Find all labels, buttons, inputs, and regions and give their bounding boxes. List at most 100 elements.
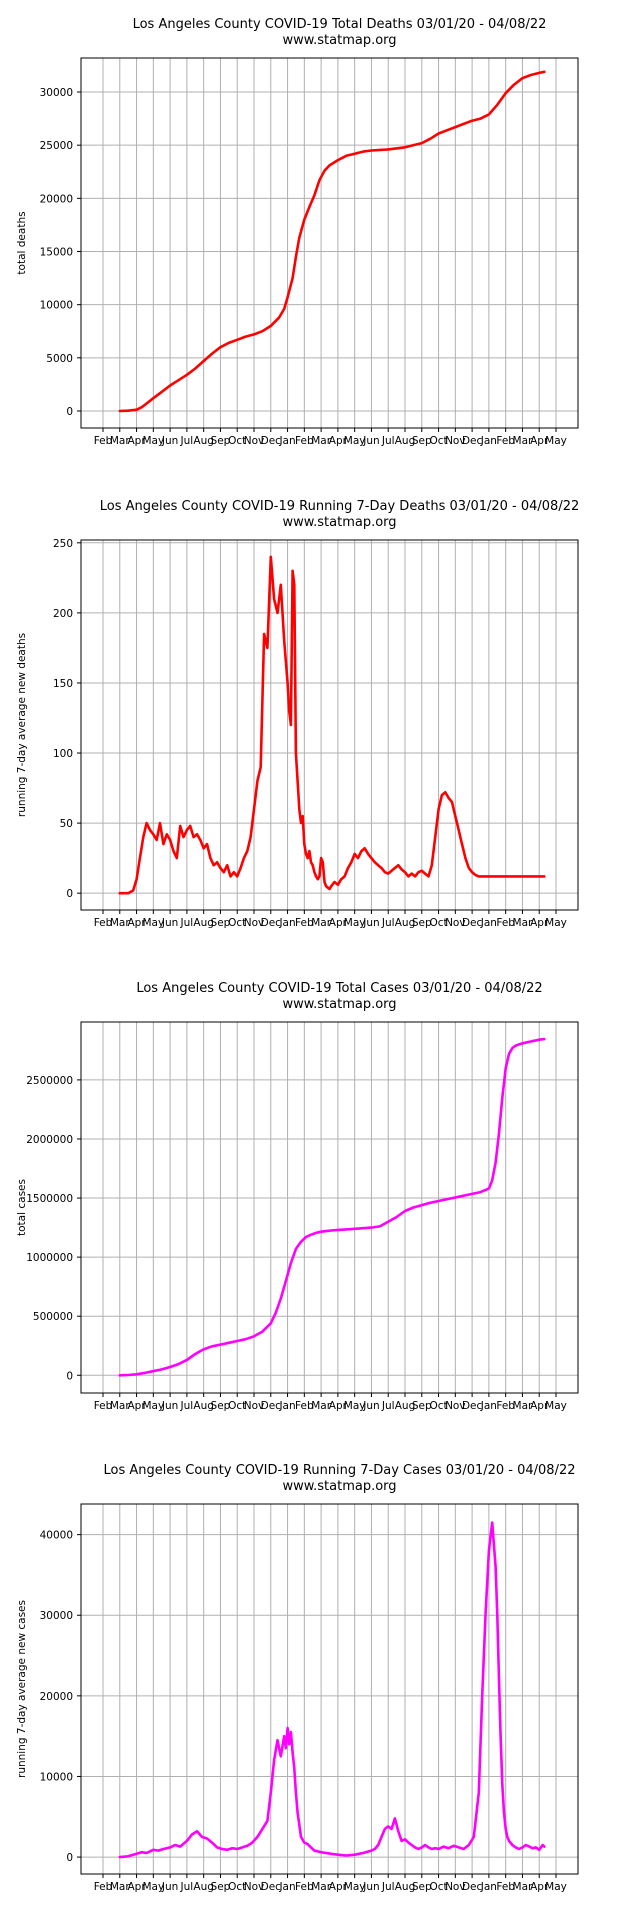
x-tick-label: Oct xyxy=(228,435,246,447)
x-tick-label: Aug xyxy=(395,1400,416,1412)
x-tick-label: Apr xyxy=(530,435,549,447)
x-tick-label: May xyxy=(545,435,567,447)
x-tick-label: Apr xyxy=(329,1400,348,1412)
y-tick-label: 20000 xyxy=(40,193,73,205)
x-tick-label: Mar xyxy=(513,1881,533,1893)
x-tick-label: Mar xyxy=(110,435,130,447)
x-tick-label: Aug xyxy=(395,917,416,929)
chart-title: Los Angeles County COVID-19 Total Cases … xyxy=(136,981,542,996)
chart-subtitle: www.statmap.org xyxy=(282,997,396,1012)
x-tick-label: Feb xyxy=(496,1881,515,1893)
y-tick-label: 0 xyxy=(66,1370,73,1382)
x-tick-label: Apr xyxy=(329,1881,348,1893)
x-tick-label: Sep xyxy=(412,435,432,447)
series-line xyxy=(118,555,546,895)
x-tick-label: Oct xyxy=(429,435,447,447)
x-tick-label: Dec xyxy=(462,1881,483,1893)
x-tick-label: Aug xyxy=(193,917,214,929)
x-tick-label: Jul xyxy=(180,435,194,447)
x-tick-label: Jul xyxy=(180,917,194,929)
x-tick-label: Jun xyxy=(161,1881,178,1893)
y-tick-label: 100 xyxy=(53,748,73,760)
x-tick-label: May xyxy=(545,1400,567,1412)
x-tick-label: Mar xyxy=(110,1400,130,1412)
x-tick-label: Nov xyxy=(445,1881,466,1893)
x-tick-label: Oct xyxy=(429,1881,447,1893)
x-tick-label: Jul xyxy=(180,1881,194,1893)
chart-subtitle: www.statmap.org xyxy=(282,33,396,48)
chart-panel-2: Los Angeles County COVID-19 Running 7-Da… xyxy=(16,499,579,929)
x-tick-label: Mar xyxy=(513,1400,533,1412)
x-tick-label: Sep xyxy=(412,1881,432,1893)
x-tick-label: Apr xyxy=(329,917,348,929)
plot-frame xyxy=(80,1021,579,1394)
series-line xyxy=(118,1521,546,1859)
x-tick-label: Feb xyxy=(295,1400,314,1412)
x-tick-label: Mar xyxy=(513,917,533,929)
y-tick-label: 2000000 xyxy=(26,1134,73,1146)
x-tick-label: Feb xyxy=(295,1881,314,1893)
x-tick-label: Nov xyxy=(244,917,265,929)
x-tick-label: Feb xyxy=(94,1881,113,1893)
x-tick-label: Sep xyxy=(412,917,432,929)
chart-subtitle: www.statmap.org xyxy=(282,515,396,530)
series-line xyxy=(118,70,546,413)
x-tick-label: Apr xyxy=(329,435,348,447)
y-tick-label: 0 xyxy=(66,1852,73,1864)
x-tick-label: Jun xyxy=(161,435,178,447)
y-tick-label: 200 xyxy=(53,608,73,620)
x-tick-label: Mar xyxy=(110,1881,130,1893)
x-tick-label: Apr xyxy=(127,1881,146,1893)
x-tick-label: Jun xyxy=(362,1881,379,1893)
x-tick-label: Aug xyxy=(193,435,214,447)
x-tick-label: Jun xyxy=(161,917,178,929)
x-tick-label: Feb xyxy=(94,917,113,929)
x-tick-label: May xyxy=(142,435,164,447)
x-tick-label: May xyxy=(344,435,366,447)
x-tick-label: Sep xyxy=(211,1881,231,1893)
x-tick-label: Jun xyxy=(161,1400,178,1412)
x-tick-label: Feb xyxy=(94,435,113,447)
y-axis-label: running 7-day average new cases xyxy=(16,1600,28,1778)
x-tick-label: Jan xyxy=(480,1400,497,1412)
x-tick-label: Feb xyxy=(496,1400,515,1412)
x-tick-label: Jun xyxy=(362,1400,379,1412)
y-tick-label: 0 xyxy=(66,888,73,900)
x-tick-label: Jul xyxy=(381,1400,395,1412)
x-tick-label: Jan xyxy=(278,1881,295,1893)
x-tick-label: Nov xyxy=(244,435,265,447)
x-tick-label: Sep xyxy=(211,917,231,929)
x-tick-label: Sep xyxy=(211,435,231,447)
x-tick-label: Sep xyxy=(412,1400,432,1412)
y-tick-label: 50 xyxy=(60,818,73,830)
x-tick-label: May xyxy=(142,1400,164,1412)
x-tick-label: Jan xyxy=(278,1400,295,1412)
x-tick-label: Dec xyxy=(462,917,483,929)
y-tick-label: 0 xyxy=(66,406,73,418)
y-tick-label: 250 xyxy=(53,538,73,550)
x-tick-label: Oct xyxy=(429,917,447,929)
x-tick-label: Jul xyxy=(180,1400,194,1412)
x-tick-label: Jan xyxy=(480,917,497,929)
x-tick-label: Dec xyxy=(462,435,483,447)
plot-frame xyxy=(80,539,579,911)
x-tick-label: May xyxy=(142,917,164,929)
x-tick-label: Aug xyxy=(193,1400,214,1412)
x-tick-label: Sep xyxy=(211,1400,231,1412)
x-tick-label: May xyxy=(545,917,567,929)
x-tick-label: Mar xyxy=(311,1400,331,1412)
x-tick-label: Jan xyxy=(278,917,295,929)
y-tick-label: 2500000 xyxy=(26,1075,73,1087)
x-tick-label: Mar xyxy=(311,1881,331,1893)
x-tick-label: Apr xyxy=(530,917,549,929)
x-tick-label: Mar xyxy=(311,917,331,929)
series-line xyxy=(118,1037,546,1377)
x-tick-label: Apr xyxy=(530,1881,549,1893)
chart-title: Los Angeles County COVID-19 Running 7-Da… xyxy=(100,499,580,514)
y-axis-label: total deaths xyxy=(16,211,28,274)
y-tick-label: 10000 xyxy=(40,300,73,312)
y-tick-label: 30000 xyxy=(40,1610,73,1622)
chart-panel-1: Los Angeles County COVID-19 Total Deaths… xyxy=(16,17,579,447)
